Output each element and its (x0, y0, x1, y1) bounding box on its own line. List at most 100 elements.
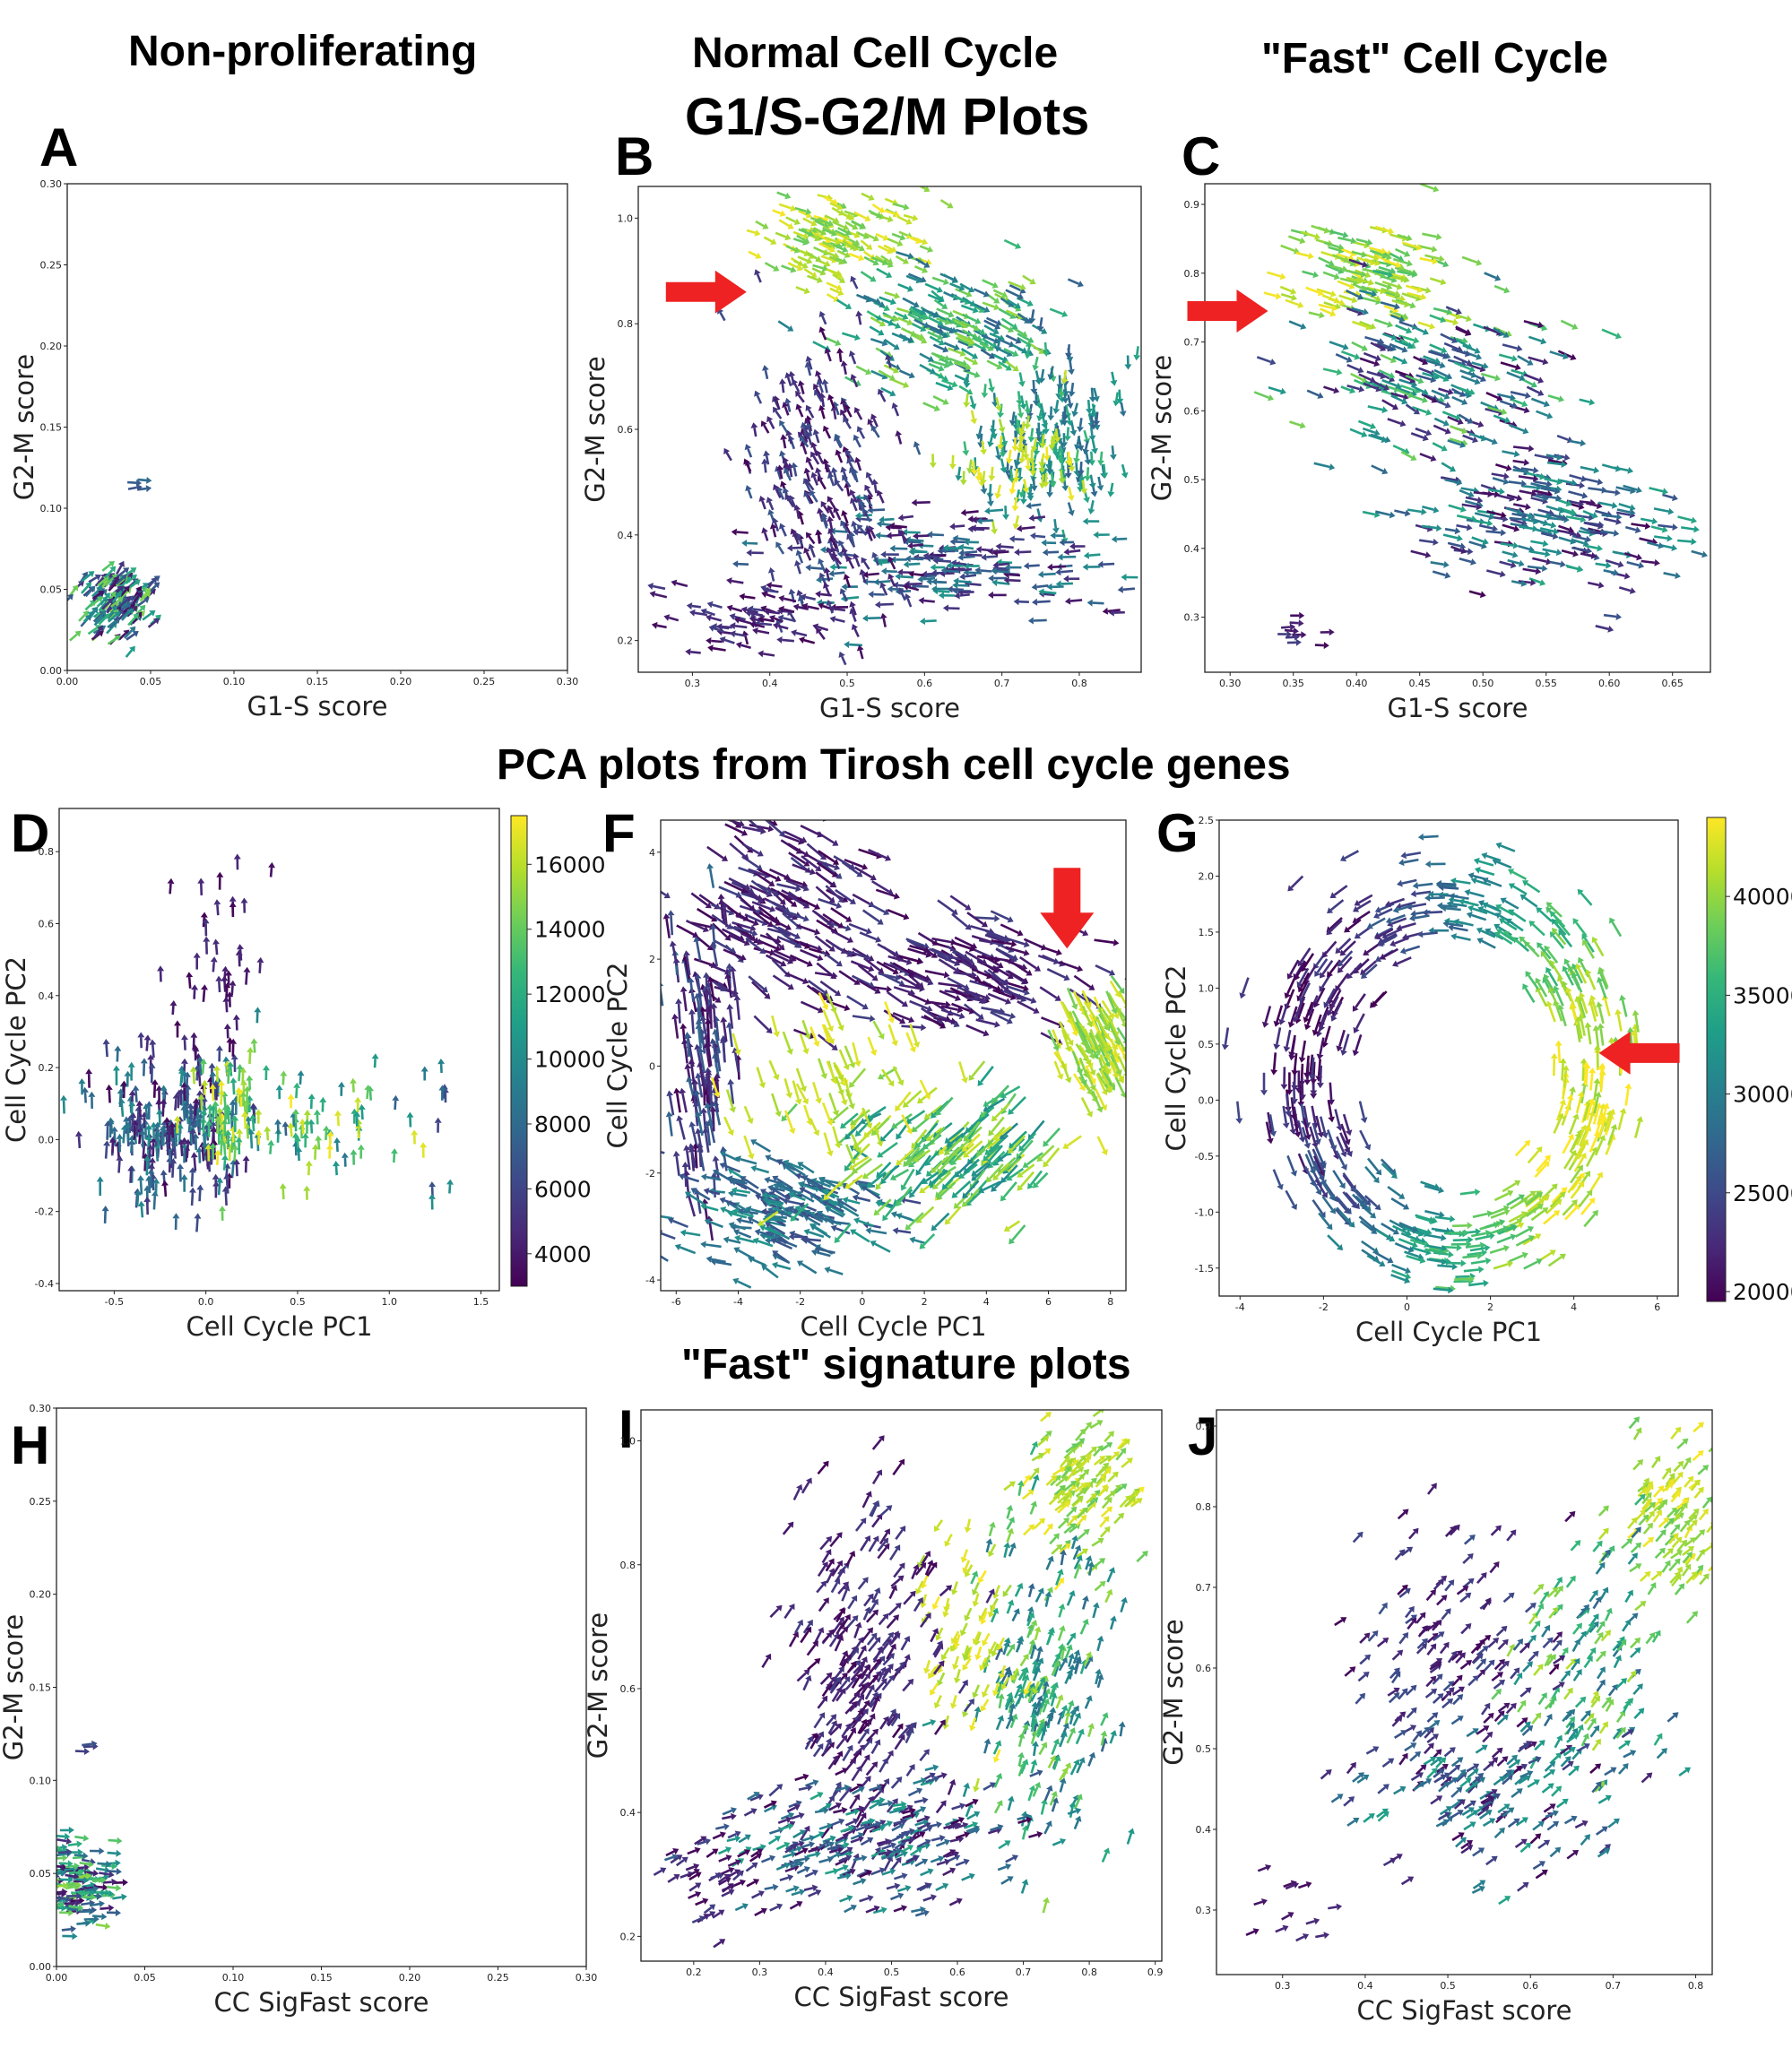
velocity-arrow (836, 454, 844, 463)
velocity-arrow-head (174, 1020, 181, 1026)
velocity-arrow (200, 1099, 203, 1111)
velocity-arrow-head (184, 1138, 192, 1145)
velocity-arrow (723, 880, 743, 892)
velocity-arrow-head (172, 1093, 180, 1100)
velocity-arrow-head (1511, 402, 1519, 409)
velocity-arrow (740, 644, 751, 649)
velocity-arrow-head (130, 567, 137, 574)
velocity-arrow-head (905, 555, 911, 563)
velocity-arrow (798, 408, 804, 418)
velocity-arrow-head (980, 488, 988, 495)
velocity-arrow (117, 599, 125, 609)
velocity-arrow (142, 612, 152, 621)
velocity-arrow-head (921, 1024, 927, 1032)
velocity-arrow-head (1064, 597, 1071, 605)
velocity-arrow-head (191, 984, 199, 990)
velocity-arrow-head (1593, 466, 1600, 474)
velocity-arrow (78, 613, 86, 622)
velocity-arrow-head (751, 929, 758, 937)
velocity-arrow (1407, 291, 1422, 298)
velocity-arrow-head (797, 380, 805, 387)
velocity-arrow-head (992, 328, 1000, 335)
velocity-arrow (173, 1145, 177, 1159)
chart-panel-a: 0.00 0.05 0.10 0.15 0.20 0.25 0.300.000.050.10… (9, 178, 578, 722)
velocity-arrow (781, 889, 800, 901)
velocity-arrow-head (420, 1066, 429, 1072)
velocity-arrow (825, 885, 842, 901)
velocity-arrow-head (1350, 237, 1357, 245)
velocity-arrow (919, 245, 929, 251)
velocity-arrow-head (1400, 275, 1407, 283)
velocity-arrow-head (984, 507, 991, 514)
velocity-arrow-head (903, 912, 910, 921)
velocity-arrow (216, 904, 220, 916)
velocity-arrow (907, 585, 920, 592)
velocity-arrow (1519, 489, 1532, 495)
velocity-arrow (986, 932, 1006, 941)
velocity-arrow (1097, 1043, 1109, 1063)
velocity-arrow (1527, 565, 1543, 570)
velocity-arrow-head (1440, 316, 1447, 324)
velocity-arrow-head (792, 531, 800, 538)
velocity-arrow (1005, 360, 1016, 369)
velocity-arrow (802, 217, 813, 225)
velocity-arrow-head (249, 1113, 257, 1119)
velocity-arrow (1542, 548, 1557, 554)
velocity-arrow-head (813, 383, 819, 391)
velocity-arrow-head (879, 301, 886, 308)
velocity-arrow-head (1388, 227, 1395, 235)
velocity-arrow (1398, 373, 1412, 381)
velocity-arrow-head (892, 367, 899, 374)
velocity-arrow-head (1525, 392, 1531, 400)
velocity-arrow (873, 556, 879, 566)
velocity-arrow (763, 463, 767, 473)
velocity-arrow (723, 638, 735, 644)
velocity-arrow-head (223, 1024, 231, 1030)
velocity-arrow (56, 619, 63, 627)
velocity-arrow-head (647, 583, 654, 590)
velocity-arrow-head (135, 1100, 143, 1106)
velocity-arrow-head (1399, 295, 1406, 302)
velocity-arrow-head (1017, 929, 1024, 937)
plot-frame (1204, 183, 1711, 673)
velocity-arrow-head (766, 416, 774, 423)
velocity-arrow (808, 535, 816, 545)
velocity-arrow (101, 601, 110, 610)
velocity-arrow (1405, 284, 1419, 291)
velocity-arrow (1380, 353, 1392, 361)
x-tick-label: 0.50 (1472, 678, 1494, 689)
velocity-arrow-head (350, 1077, 357, 1084)
velocity-arrow-head (779, 378, 786, 385)
velocity-arrow (1603, 569, 1615, 575)
velocity-arrow (990, 910, 1009, 921)
panel-letter-c: C (1182, 126, 1221, 186)
velocity-arrow (883, 1009, 902, 1023)
velocity-arrow-head (1109, 454, 1117, 461)
velocity-arrow-head (957, 553, 964, 561)
velocity-arrow (712, 922, 728, 938)
velocity-arrow (1397, 386, 1413, 395)
velocity-arrow (1649, 487, 1664, 493)
velocity-arrow-head (881, 373, 888, 380)
velocity-arrow-head (1542, 358, 1549, 366)
velocity-arrow (983, 324, 996, 333)
velocity-arrow (801, 438, 809, 448)
velocity-arrow (622, 601, 631, 602)
velocity-arrow (887, 238, 899, 245)
velocity-arrow-head (951, 326, 957, 334)
velocity-arrow (1389, 309, 1405, 318)
velocity-arrow (729, 843, 746, 858)
velocity-arrow (786, 402, 792, 412)
velocity-arrow (1468, 540, 1483, 548)
velocity-arrow (1662, 493, 1674, 499)
x-tick-label: 1.5 (473, 1296, 489, 1308)
velocity-arrow-head (953, 1020, 960, 1028)
velocity-arrow-head (227, 1061, 235, 1068)
velocity-arrow-head (810, 220, 818, 227)
velocity-arrow-head (875, 936, 882, 943)
velocity-arrow (1287, 235, 1302, 242)
velocity-arrow-head (795, 885, 801, 893)
velocity-arrow (1368, 434, 1383, 441)
velocity-arrow-head (1553, 527, 1560, 535)
velocity-arrow-head (893, 211, 900, 218)
